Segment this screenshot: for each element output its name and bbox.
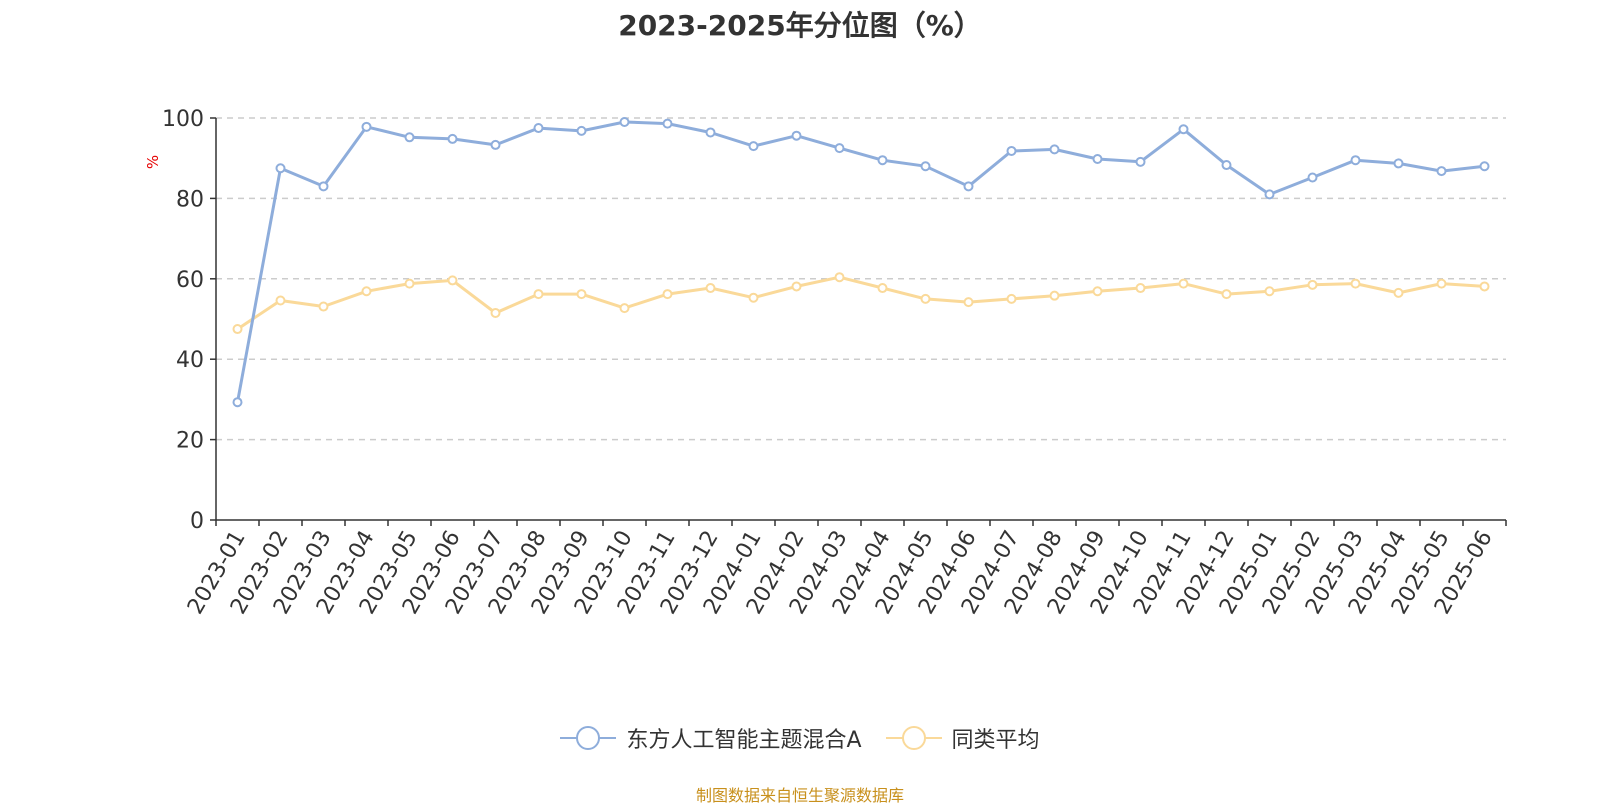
data-point-peer-average (232, 324, 243, 335)
data-point-peer-average (1436, 278, 1447, 289)
y-tick-label: 20 (176, 429, 204, 454)
data-point-fund (1006, 145, 1017, 156)
data-point-fund (619, 117, 630, 128)
data-point-fund (834, 143, 845, 154)
source-note: 制图数据来自恒生聚源数据库 (695, 786, 904, 805)
data-point-fund (232, 397, 243, 408)
data-point-fund (920, 161, 931, 172)
data-point-peer-average (1350, 278, 1361, 289)
data-point-peer-average (275, 295, 286, 306)
data-point-fund (791, 130, 802, 141)
data-point-peer-average (1307, 279, 1318, 290)
data-point-peer-average (490, 307, 501, 318)
data-point-fund (447, 133, 458, 144)
y-tick-label: 0 (190, 509, 204, 534)
data-point-fund (490, 139, 501, 150)
legend-fund-label: 东方人工智能主题混合A (626, 728, 862, 753)
data-point-peer-average (1221, 289, 1232, 300)
data-point-fund (1049, 144, 1060, 155)
data-point-fund (877, 155, 888, 166)
axes: 0204060801002023-012023-022023-032023-04… (162, 107, 1507, 619)
data-point-fund (1307, 172, 1318, 183)
data-point-fund (275, 163, 286, 174)
data-point-peer-average (662, 289, 673, 300)
data-point-peer-average (834, 272, 845, 283)
data-point-fund (705, 127, 716, 138)
data-point-fund (1350, 155, 1361, 166)
legend: 东方人工智能主题混合A 同类平均 (0, 722, 1600, 754)
data-point-peer-average (533, 289, 544, 300)
chart-title: 2023-2025年分位图（%） (618, 9, 982, 42)
data-point-fund (1221, 160, 1232, 171)
data-point-fund (1135, 156, 1146, 167)
data-point-fund (1479, 161, 1490, 172)
data-point-peer-average (791, 281, 802, 292)
series-line-fund (236, 120, 1485, 403)
data-point-peer-average (1049, 290, 1060, 301)
data-point-peer-average (619, 303, 630, 314)
y-tick-label: 40 (176, 348, 204, 373)
gridlines (216, 117, 1506, 441)
data-point-peer-average (920, 293, 931, 304)
data-point-peer-average (404, 278, 415, 289)
data-point-fund (662, 118, 673, 129)
legend-fund-marker-icon (560, 723, 617, 753)
legend-peer-label: 同类平均 (951, 728, 1040, 753)
legend-item-fund[interactable]: 东方人工智能主题混合A (560, 722, 862, 754)
data-point-fund (361, 121, 372, 132)
legend-peer-marker-icon (885, 723, 942, 753)
data-point-peer-average (748, 292, 759, 303)
data-point-peer-average (576, 289, 587, 300)
data-point-peer-average (1178, 278, 1189, 289)
data-point-peer-average (361, 286, 372, 297)
data-point-peer-average (1092, 286, 1103, 297)
data-point-peer-average (447, 275, 458, 286)
series-line-peer-average (236, 275, 1485, 331)
data-point-fund (533, 123, 544, 134)
data-point-fund (1178, 124, 1189, 135)
data-point-peer-average (1393, 287, 1404, 298)
y-tick-label: 60 (176, 268, 204, 293)
data-point-fund (404, 132, 415, 143)
y-axis-label: % (144, 155, 162, 169)
data-point-peer-average (1135, 283, 1146, 294)
series (232, 117, 1490, 408)
y-tick-label: 80 (176, 187, 204, 212)
legend-item-peer-average[interactable]: 同类平均 (885, 722, 1040, 754)
data-point-fund (318, 181, 329, 192)
data-point-peer-average (1006, 293, 1017, 304)
data-point-peer-average (877, 283, 888, 294)
data-point-peer-average (963, 297, 974, 308)
data-point-fund (748, 141, 759, 152)
data-point-peer-average (1479, 281, 1490, 292)
data-point-fund (1264, 189, 1275, 200)
data-point-fund (1393, 158, 1404, 169)
data-point-fund (963, 181, 974, 192)
data-point-fund (1436, 166, 1447, 177)
data-point-fund (576, 125, 587, 136)
data-point-peer-average (318, 301, 329, 312)
data-point-peer-average (1264, 286, 1275, 297)
y-tick-label: 100 (162, 107, 204, 132)
data-point-fund (1092, 154, 1103, 165)
data-point-peer-average (705, 283, 716, 294)
